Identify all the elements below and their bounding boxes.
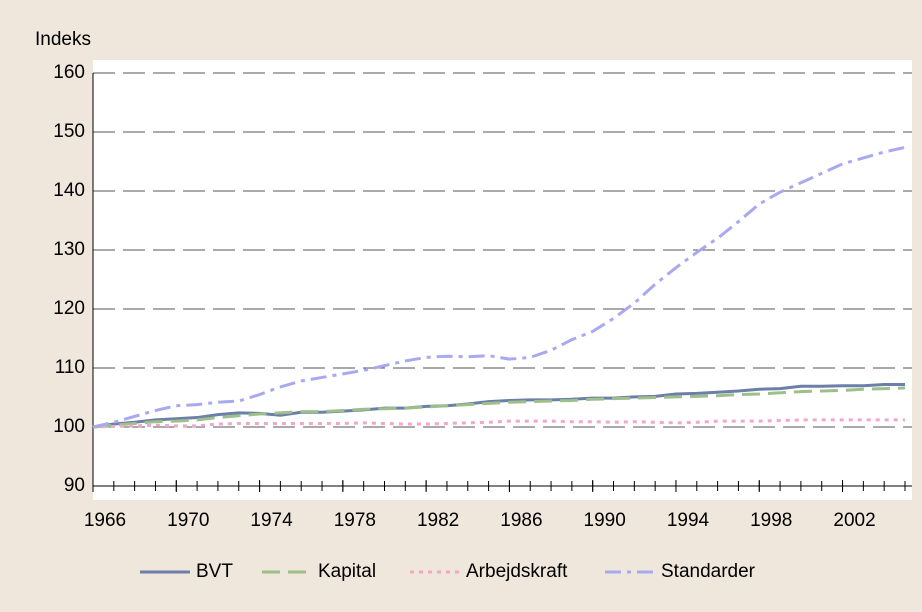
- x-tick-label: 1982: [417, 510, 459, 531]
- legend-label: Kapital: [318, 561, 376, 582]
- x-tick-label: 1970: [167, 510, 209, 531]
- y-tick-label: 100: [53, 416, 85, 437]
- y-tick-label: 150: [53, 121, 85, 142]
- x-tick-label: 1998: [750, 510, 792, 531]
- y-tick-label: 130: [53, 239, 85, 260]
- y-tick-label: 110: [55, 357, 85, 378]
- plot-area: [93, 60, 912, 500]
- y-tick-label: 160: [53, 62, 85, 83]
- y-tick-label: 90: [64, 475, 85, 496]
- y-axis-label: Indeks: [35, 29, 91, 50]
- y-tick-label: 140: [53, 180, 85, 201]
- x-tick-label: 1978: [334, 510, 376, 531]
- series-line: [92, 145, 906, 429]
- legend-label: Standarder: [661, 561, 756, 582]
- y-tick-label: 120: [53, 298, 85, 319]
- series-line: [92, 383, 905, 429]
- x-tick-label: 1990: [584, 510, 626, 531]
- x-tick-label: 2002: [833, 510, 875, 531]
- legend-label: BVT: [196, 561, 233, 582]
- x-tick-label: 1966: [84, 510, 126, 531]
- x-tick-label: 1994: [667, 510, 710, 531]
- series-line: [92, 386, 906, 429]
- legend-label: Arbejdskraft: [466, 561, 568, 582]
- x-tick-label: 1974: [250, 510, 293, 531]
- x-tick-label: 1986: [500, 510, 542, 531]
- series-line: [92, 418, 905, 429]
